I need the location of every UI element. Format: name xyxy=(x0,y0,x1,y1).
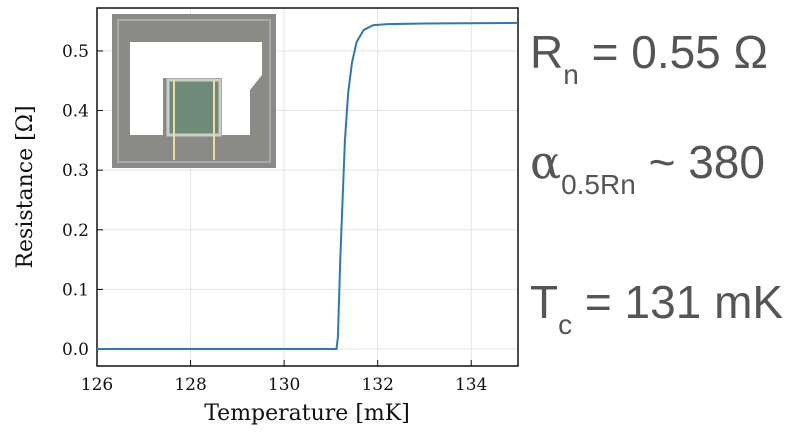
y-axis-label: Resistance [Ω] xyxy=(13,105,38,268)
annotation-rest: ~ 380 xyxy=(636,136,765,188)
annotation-rest: = 131 mK xyxy=(572,276,783,328)
y-tick-label: 0.5 xyxy=(62,42,89,62)
plot-frame xyxy=(96,7,519,367)
x-axis-label: Temperature [mK] xyxy=(204,401,410,426)
annotation: Tc = 131 mK xyxy=(530,276,783,340)
y-tick-label: 0.3 xyxy=(62,161,89,181)
x-tick-label: 126 xyxy=(81,375,113,395)
data-line xyxy=(97,21,519,351)
annotation: Rn = 0.55 Ω xyxy=(530,26,768,90)
y-tick-label: 0.0 xyxy=(62,340,89,360)
inset-image xyxy=(112,14,276,168)
annotation-main: R xyxy=(530,26,563,78)
annotation-sub: 0.5Rn xyxy=(561,169,636,200)
x-tick-label: 132 xyxy=(361,375,393,395)
annotation-rest: = 0.55 Ω xyxy=(579,26,768,78)
y-tick-label: 0.1 xyxy=(62,280,89,300)
y-tick-label: 0.4 xyxy=(62,102,89,122)
x-tick-label: 128 xyxy=(174,375,206,395)
annotation-sub: c xyxy=(558,309,572,340)
annotation: α0.5Rn ~ 380 xyxy=(530,135,765,200)
y-tick-label: 0.2 xyxy=(62,221,89,241)
annotation-main: α xyxy=(530,135,561,189)
x-tick-label: 130 xyxy=(268,375,300,395)
x-tick-label: 134 xyxy=(455,375,487,395)
annotation-main: T xyxy=(530,276,558,328)
annotation-sub: n xyxy=(563,59,579,90)
